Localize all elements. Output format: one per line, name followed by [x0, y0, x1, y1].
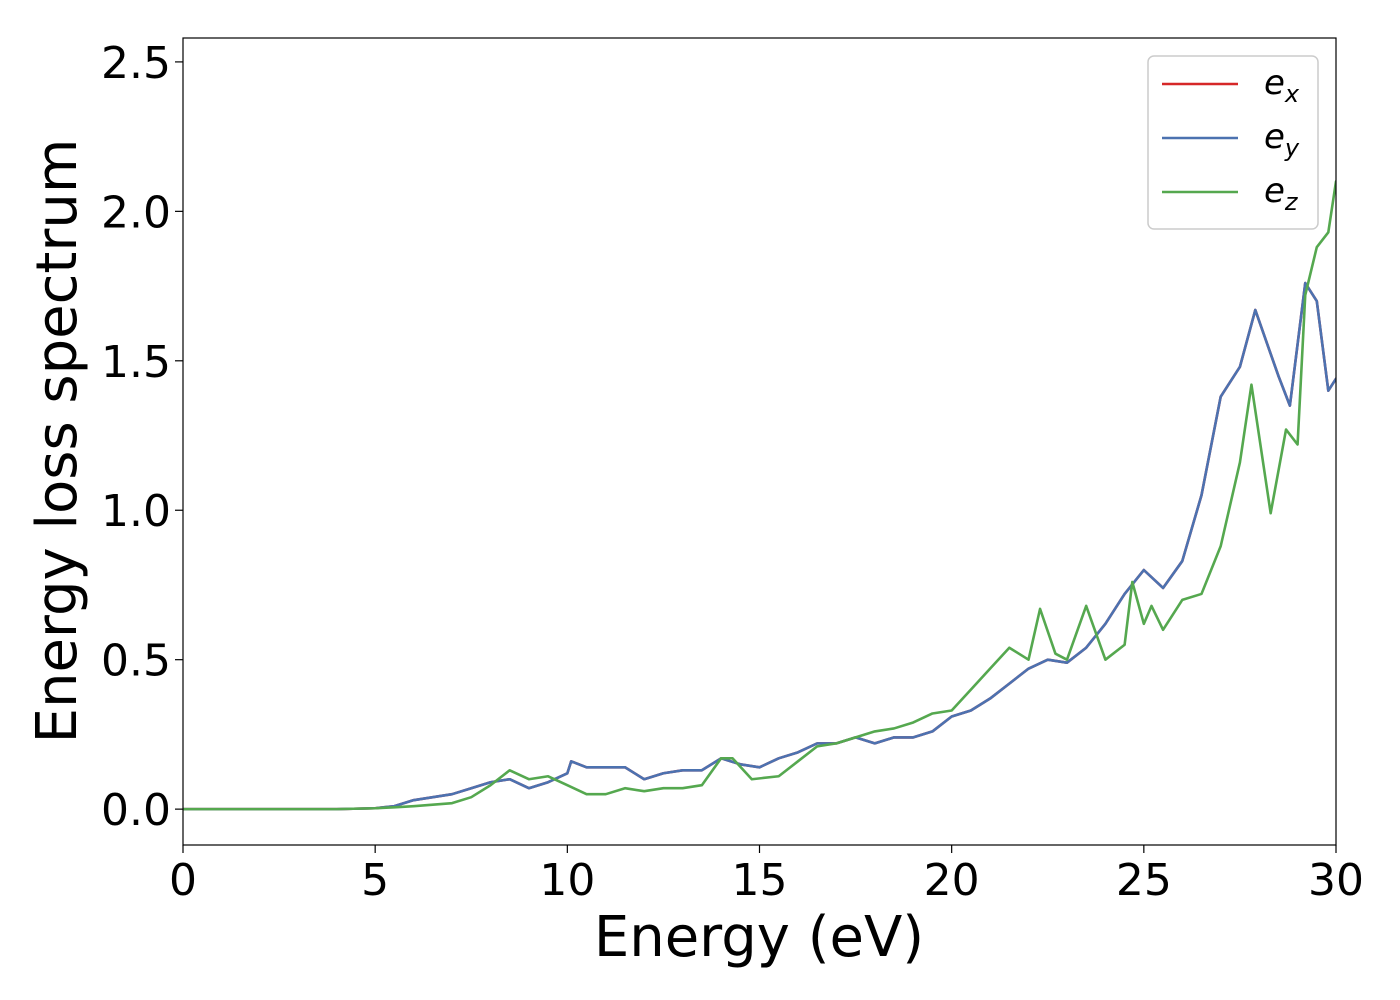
- x-axis: 0 5 10 15 20 25 30: [169, 845, 1364, 906]
- x-axis-label: Energy (eV): [594, 905, 924, 970]
- x-tick-label: 25: [1116, 855, 1172, 906]
- x-tick-label: 20: [924, 855, 980, 906]
- legend: ex ey ez: [1147, 55, 1319, 230]
- y-tick-label: 2.5: [101, 38, 171, 89]
- y-tick-label: 1.5: [101, 337, 171, 388]
- legend-label-x: ex: [1264, 63, 1300, 108]
- x-tick-label: 30: [1308, 855, 1364, 906]
- series-line-z: [183, 180, 1336, 811]
- x-tick-label: 0: [169, 855, 197, 906]
- series-layer: [183, 180, 1336, 811]
- y-axis-label: Energy loss spectrum: [25, 139, 90, 744]
- y-tick-label: 0.5: [101, 636, 171, 687]
- y-tick-label: 2.0: [101, 187, 171, 238]
- legend-label-y: ey: [1264, 117, 1300, 162]
- x-tick-label: 15: [732, 855, 788, 906]
- x-tick-label: 5: [361, 855, 389, 906]
- y-tick-label: 0.0: [101, 785, 171, 836]
- legend-label-z: ez: [1264, 171, 1299, 216]
- x-tick-label: 10: [539, 855, 595, 906]
- legend-box: [1147, 55, 1319, 230]
- y-axis: 0.0 0.5 1.0 1.5 2.0 2.5: [101, 38, 183, 836]
- y-tick-label: 1.0: [101, 486, 171, 537]
